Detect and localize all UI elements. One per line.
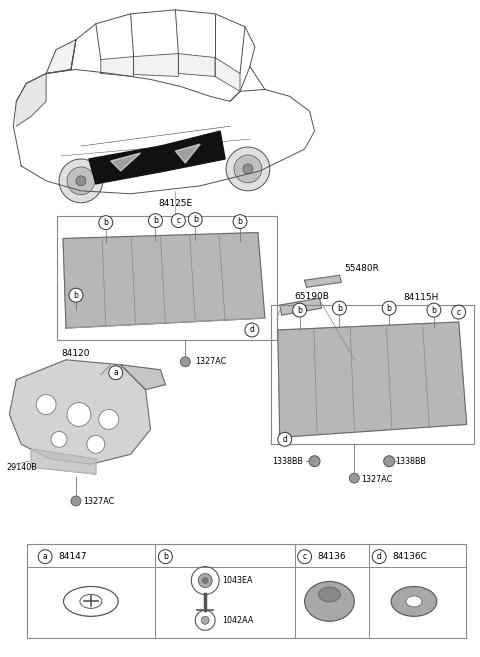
Text: 1327AC: 1327AC	[83, 497, 114, 507]
Polygon shape	[111, 153, 141, 171]
Bar	[57, 215, 277, 340]
Circle shape	[148, 214, 162, 227]
Text: b: b	[297, 306, 302, 315]
Polygon shape	[278, 322, 467, 438]
Circle shape	[69, 288, 83, 302]
Text: b: b	[387, 304, 392, 313]
Text: b: b	[103, 218, 108, 227]
Text: a: a	[43, 552, 48, 561]
Circle shape	[158, 550, 172, 564]
Circle shape	[99, 409, 119, 430]
Text: a: a	[113, 368, 118, 377]
Text: b: b	[238, 217, 242, 226]
Text: 1043EA: 1043EA	[222, 576, 252, 585]
Text: 1327AC: 1327AC	[361, 474, 393, 484]
Polygon shape	[63, 233, 265, 328]
Text: b: b	[337, 304, 342, 313]
Circle shape	[234, 155, 262, 183]
Circle shape	[372, 550, 386, 564]
Polygon shape	[101, 57, 133, 76]
Polygon shape	[9, 360, 151, 464]
Text: 84125E: 84125E	[158, 199, 192, 208]
Polygon shape	[305, 275, 341, 287]
Circle shape	[109, 366, 123, 380]
Text: 84136: 84136	[318, 552, 346, 561]
Polygon shape	[31, 449, 96, 474]
Polygon shape	[280, 298, 322, 315]
Polygon shape	[215, 58, 240, 91]
Circle shape	[51, 432, 67, 447]
Circle shape	[59, 159, 103, 203]
Circle shape	[71, 496, 81, 506]
Bar	[271, 305, 474, 444]
Text: b: b	[193, 215, 198, 224]
Circle shape	[382, 301, 396, 315]
Text: 1327AC: 1327AC	[195, 357, 227, 367]
Text: d: d	[282, 435, 287, 444]
Ellipse shape	[305, 581, 354, 622]
Circle shape	[67, 403, 91, 426]
Circle shape	[245, 323, 259, 337]
Circle shape	[202, 578, 208, 583]
Text: 29140B: 29140B	[6, 463, 37, 472]
Circle shape	[99, 215, 113, 229]
Circle shape	[243, 164, 253, 174]
Polygon shape	[89, 146, 166, 184]
Bar	[27, 544, 466, 638]
Polygon shape	[179, 54, 215, 76]
Text: b: b	[163, 552, 168, 561]
Circle shape	[180, 357, 190, 367]
Text: 84136C: 84136C	[392, 552, 427, 561]
Text: c: c	[456, 307, 461, 317]
Circle shape	[38, 550, 52, 564]
Polygon shape	[120, 365, 166, 390]
Circle shape	[67, 167, 95, 194]
Text: 1338BB: 1338BB	[272, 457, 303, 466]
Circle shape	[226, 147, 270, 191]
Text: d: d	[250, 325, 254, 334]
Text: 84147: 84147	[58, 552, 86, 561]
Circle shape	[298, 550, 312, 564]
Text: d: d	[377, 552, 382, 561]
Circle shape	[198, 574, 212, 587]
Circle shape	[309, 456, 320, 466]
Text: 1338BB: 1338BB	[395, 457, 426, 466]
Polygon shape	[175, 144, 200, 163]
Circle shape	[427, 303, 441, 317]
Text: 65190B: 65190B	[295, 292, 330, 301]
Circle shape	[188, 213, 202, 227]
Circle shape	[36, 395, 56, 415]
Circle shape	[233, 215, 247, 229]
Text: 84120: 84120	[62, 349, 90, 358]
Text: b: b	[73, 290, 78, 300]
Text: 1042AA: 1042AA	[222, 616, 253, 625]
Text: b: b	[153, 216, 158, 225]
Circle shape	[384, 456, 395, 466]
Circle shape	[87, 436, 105, 453]
Ellipse shape	[319, 587, 340, 602]
Polygon shape	[16, 74, 46, 126]
Text: c: c	[302, 552, 307, 561]
Circle shape	[201, 616, 209, 624]
Circle shape	[333, 301, 347, 315]
Circle shape	[452, 305, 466, 319]
Text: 55480R: 55480R	[344, 264, 379, 273]
Circle shape	[349, 473, 360, 483]
Polygon shape	[46, 39, 76, 74]
Circle shape	[171, 214, 185, 227]
Circle shape	[293, 303, 307, 317]
Ellipse shape	[406, 596, 422, 607]
Text: c: c	[176, 216, 180, 225]
Polygon shape	[133, 54, 179, 76]
Circle shape	[76, 176, 86, 186]
Circle shape	[278, 432, 292, 446]
Polygon shape	[160, 131, 225, 171]
Text: 84115H: 84115H	[404, 293, 439, 302]
Text: b: b	[432, 306, 436, 315]
Ellipse shape	[391, 587, 437, 616]
